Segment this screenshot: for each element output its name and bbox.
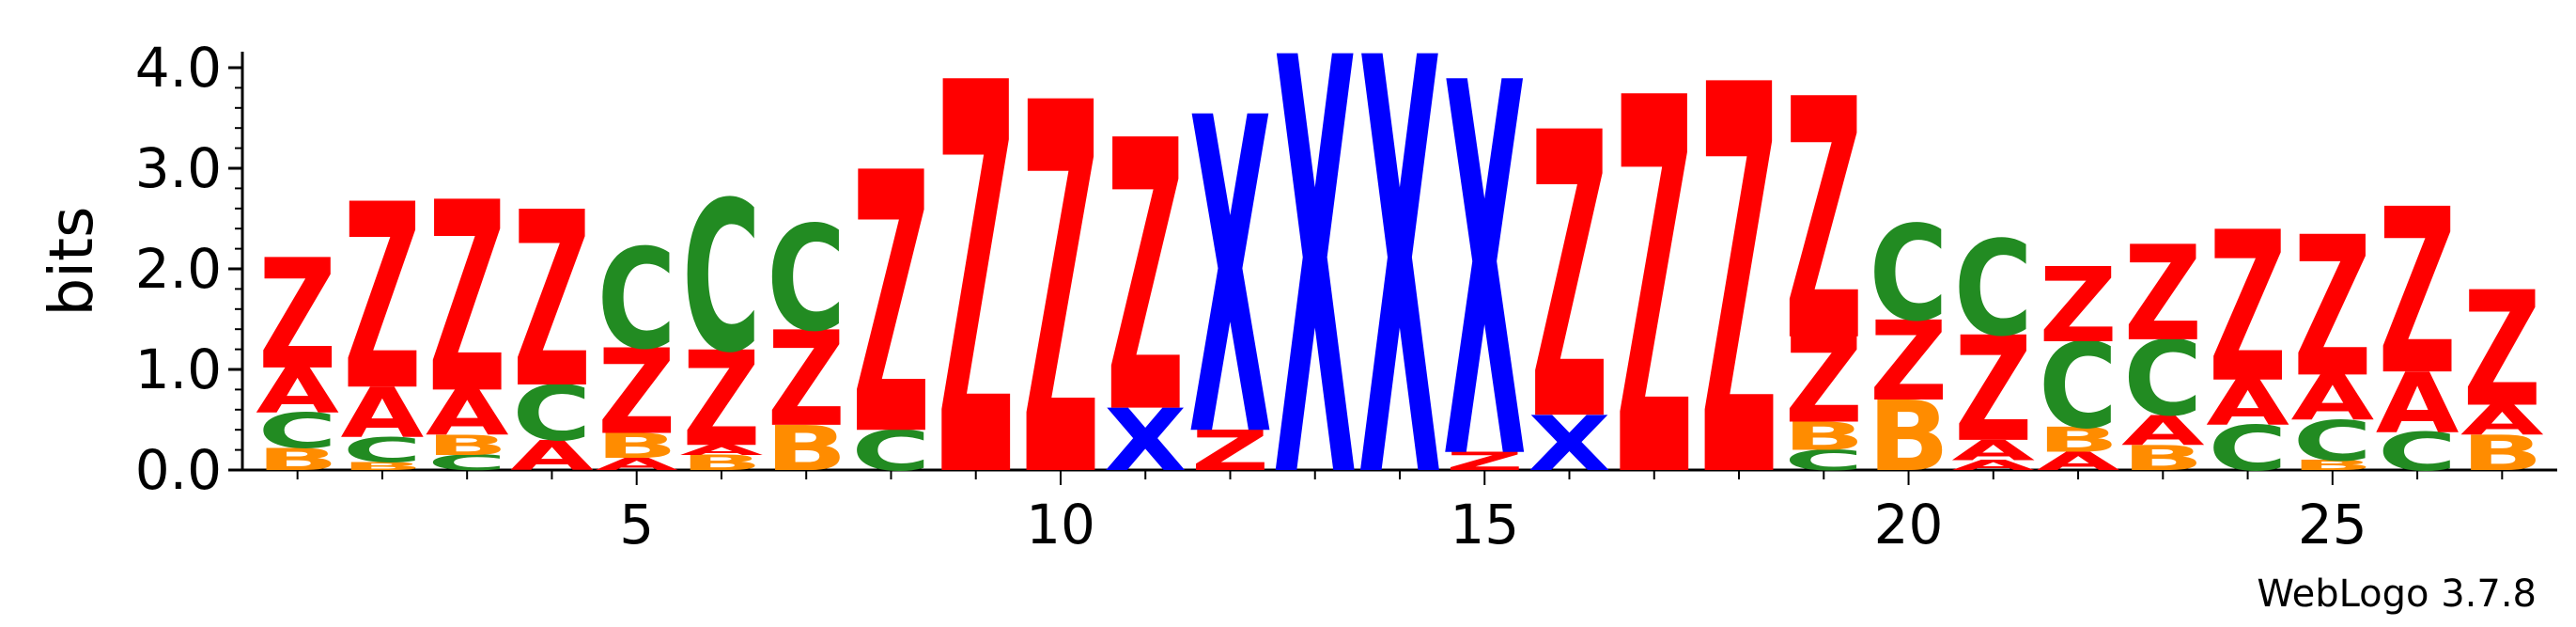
logo-letter-a: A (1951, 434, 2035, 466)
logo-letter-a: A (680, 442, 764, 458)
logo-letter-z: Z (2209, 189, 2287, 430)
logo-letter-z: Z (1530, 52, 1608, 509)
logo-letter-b: B (341, 460, 423, 473)
logo-letter-a: A (2121, 407, 2205, 455)
logo-letter-z: Z (428, 148, 506, 452)
y-tick-label: 3.0 (135, 136, 222, 200)
logo-letter-c: C (1784, 445, 1863, 477)
logo-letter-a: A (2206, 368, 2289, 440)
logo-letter-a: A (595, 455, 678, 474)
logo-letter-b: B (1783, 415, 1865, 460)
logo-letter-b: B (596, 427, 677, 467)
logo-letter-z: Z (513, 161, 591, 441)
logo-letter-z: Z (1446, 447, 1524, 477)
logo-letter-c: C (258, 403, 337, 459)
logo-letter-z: Z (2039, 246, 2117, 366)
y-tick-label: 4.0 (135, 36, 222, 100)
logo-letter-z: Z (1785, 29, 1863, 415)
logo-letter-z: Z (2463, 258, 2541, 442)
y-tick-label: 0.0 (135, 438, 222, 502)
logo-letter-c: C (2378, 422, 2457, 483)
x-tick-label: 20 (1874, 493, 1944, 556)
logo-letter-z: Z (1107, 63, 1185, 495)
logo-letter-z: Z (1870, 298, 1948, 427)
logo-letter-a: A (341, 373, 425, 453)
logo-letter-c: C (512, 370, 591, 459)
x-tick-label: 25 (2298, 493, 2367, 556)
logo-letter-a: A (1951, 458, 2035, 474)
logo-letter-x: X (1528, 400, 1610, 489)
logo-letter-z: Z (258, 227, 336, 403)
weblogo-credit: WebLogo 3.7.8 (2257, 572, 2537, 616)
logo-letter-x: X (1274, 0, 1357, 606)
logo-letter-c: C (2123, 320, 2202, 439)
logo-letter-z: Z (1785, 314, 1863, 450)
logo-letter-a: A (256, 355, 339, 428)
y-tick-label: 2.0 (135, 237, 222, 301)
logo-letter-z: Z (768, 305, 846, 457)
logo-letter-x: X (1358, 0, 1441, 606)
logo-letter-z: Z (2124, 219, 2202, 371)
logo-letter-a: A (2460, 397, 2544, 445)
logo-letter-a: A (2037, 447, 2120, 477)
x-tick-label: 5 (619, 493, 654, 556)
logo-letter-b: B (2037, 420, 2118, 461)
logo-letter-b: B (426, 430, 507, 462)
logo-letter-c: C (1954, 214, 2033, 367)
logo-letter-x: X (1104, 392, 1187, 491)
y-tick-label: 1.0 (135, 337, 222, 401)
x-tick-label: 10 (1026, 493, 1095, 556)
logo-letter-z: Z (1699, 0, 1777, 596)
logo-letter-b: B (2461, 426, 2543, 481)
x-tick-label: 15 (1450, 493, 1519, 556)
logo-letter-z: Z (597, 325, 675, 462)
logo-letter-c: C (2208, 413, 2287, 485)
y-ticks: 0.0 1.0 2.0 3.0 4.0 (135, 36, 242, 502)
logo-letter-b: B (1868, 381, 1949, 494)
logo-letter-z: Z (937, 0, 1015, 598)
y-axis-label: bits (38, 207, 107, 317)
logo-letter-c: C (2293, 409, 2372, 473)
logo-letter-c: C (682, 158, 761, 399)
logo-letter-b: B (2291, 458, 2373, 474)
logo-letter-c: C (427, 451, 506, 476)
logo-letter-z: Z (1615, 0, 1693, 592)
logo-letter-z: Z (2379, 160, 2457, 425)
logo-letter-b: B (766, 413, 847, 485)
logo-letter-a: A (426, 378, 509, 450)
logo-letter-c: C (597, 221, 676, 381)
logo-letter-c: C (767, 196, 846, 364)
logo-letter-z: Z (1954, 306, 2032, 475)
logo-letter-b: B (2122, 438, 2204, 478)
logo-letter-b: B (256, 442, 338, 478)
logo-letter-a: A (2376, 355, 2460, 451)
logo-letter-x: X (1188, 28, 1271, 533)
logo-letter-z: Z (852, 99, 930, 515)
logo-letter-b: B (680, 451, 762, 476)
logo-letter-z: Z (1021, 0, 1099, 591)
logo-letter-c: C (1869, 199, 1948, 352)
logo-letter-c: C (851, 419, 930, 483)
logo-letter-a: A (2290, 363, 2374, 435)
logo-letter-z: Z (682, 325, 760, 478)
logo-letter-z: Z (1191, 419, 1269, 483)
logo-letter-c: C (2039, 320, 2118, 456)
logo-letter-a: A (510, 431, 594, 479)
x-ticks: 5 10 15 20 25 (296, 470, 2504, 556)
logo-letter-z: Z (343, 151, 421, 447)
logo-letter-z: Z (2293, 196, 2371, 420)
logo-letter-c: C (343, 431, 422, 471)
logo-letter-x: X (1443, 0, 1526, 572)
